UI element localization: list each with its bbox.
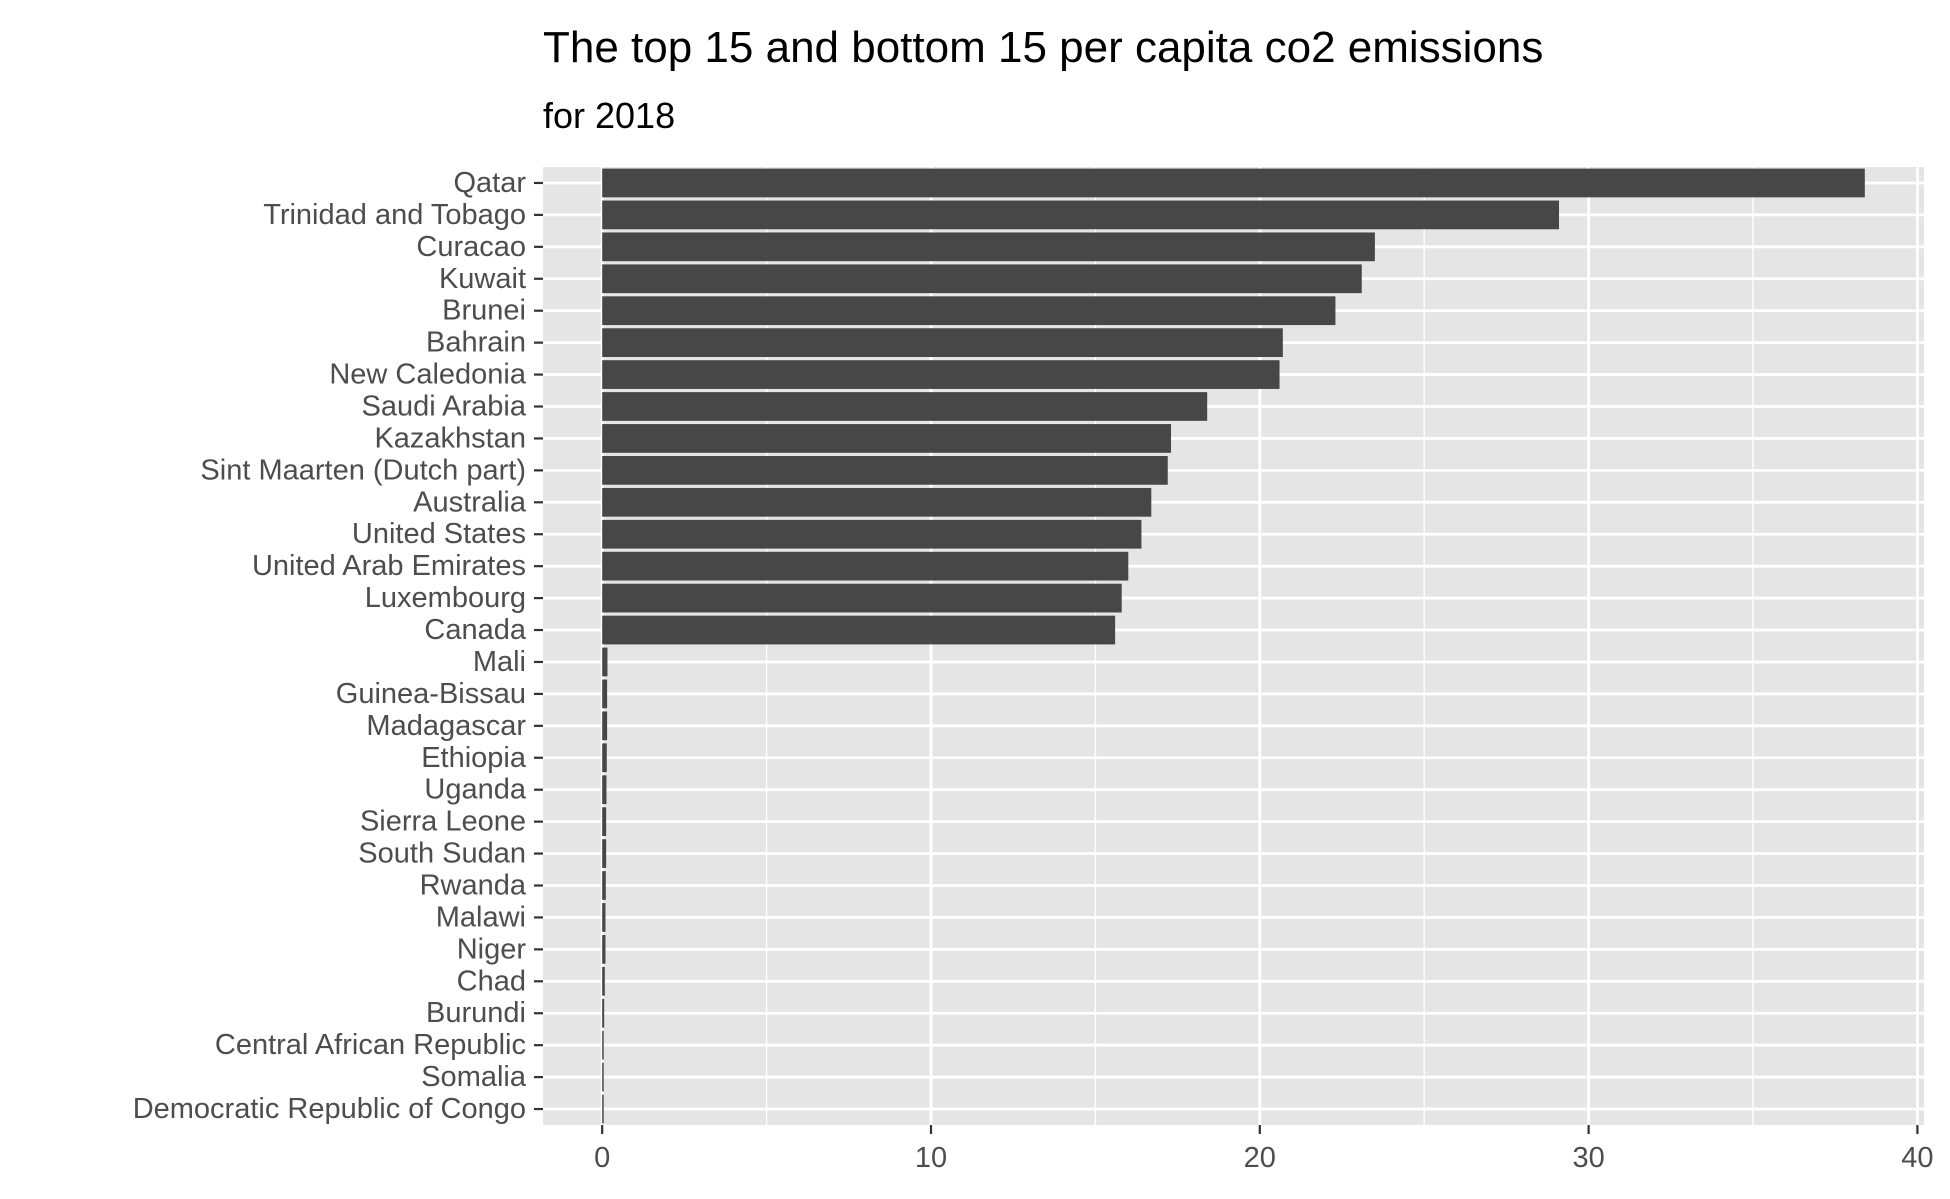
bar: [602, 519, 1142, 549]
bar: [602, 232, 1375, 262]
y-tick-label: Sierra Leone: [360, 806, 526, 838]
y-tick-label: Chad: [457, 965, 526, 997]
y-tick-label: Ethiopia: [421, 742, 527, 774]
bar: [602, 679, 608, 709]
bar: [602, 839, 607, 868]
bar: [602, 743, 607, 773]
bar: [602, 775, 607, 805]
y-tick-label: Australia: [413, 486, 527, 518]
y-tick-label: Central African Republic: [215, 1029, 526, 1061]
x-tick-label: 30: [1572, 1142, 1604, 1174]
bar: [602, 392, 1208, 421]
bar: [602, 328, 1283, 358]
y-tick-label: Curacao: [416, 231, 526, 263]
bar: [602, 296, 1336, 326]
x-axis: 0 10 20 30 40: [594, 1125, 1934, 1174]
y-tick-label: Mali: [473, 646, 526, 678]
y-tick-label: Kazakhstan: [374, 422, 526, 454]
y-tick-label: Sint Maarten (Dutch part): [200, 454, 526, 486]
x-tick-label: 40: [1901, 1142, 1933, 1174]
bar: [602, 487, 1152, 517]
chart-title: The top 15 and bottom 15 per capita co2 …: [543, 23, 1543, 72]
y-tick-label: United States: [352, 518, 526, 550]
y-tick-label: Democratic Republic of Congo: [133, 1093, 526, 1125]
bar: [602, 711, 608, 741]
y-tick-label: Madagascar: [366, 710, 526, 742]
y-tick-label: Luxembourg: [365, 582, 526, 614]
bar: [602, 998, 605, 1028]
y-tick-label: South Sudan: [358, 838, 526, 870]
y-tick-label: Uganda: [424, 774, 526, 806]
bar: [602, 424, 1172, 453]
y-tick-label: Kuwait: [439, 263, 526, 295]
bars: [602, 168, 1865, 1124]
x-tick-label: 0: [594, 1142, 610, 1174]
bar: [602, 1094, 604, 1124]
bar: [602, 903, 606, 932]
bar: [602, 264, 1362, 294]
bar: [602, 455, 1168, 485]
chart-subtitle: for 2018: [543, 95, 675, 136]
y-tick-label: Somalia: [421, 1061, 527, 1093]
y-tick-label: Brunei: [442, 295, 526, 327]
y-tick-label: Niger: [457, 933, 527, 965]
bar: [602, 1062, 604, 1092]
y-tick-label: United Arab Emirates: [252, 550, 526, 582]
y-tick-label: Qatar: [453, 167, 526, 199]
y-tick-label: Malawi: [436, 901, 526, 933]
bar: [602, 583, 1122, 613]
y-tick-label: Burundi: [426, 997, 526, 1029]
x-tick-label: 20: [1244, 1142, 1276, 1174]
x-tick-label: 10: [915, 1142, 947, 1174]
bar: [602, 647, 608, 677]
bar: [602, 551, 1129, 581]
bar: [602, 934, 606, 964]
bar: [602, 360, 1280, 389]
y-tick-label: Saudi Arabia: [362, 391, 527, 423]
bar: [602, 200, 1560, 230]
bar: [602, 1030, 604, 1060]
bar: [602, 871, 606, 900]
y-tick-label: Guinea-Bissau: [336, 678, 526, 710]
plot-panel: [543, 167, 1924, 1125]
bar: [602, 168, 1865, 198]
bar: [602, 615, 1116, 645]
y-tick-label: Trinidad and Tobago: [263, 199, 526, 231]
bar: [602, 966, 605, 996]
y-tick-label: Canada: [424, 614, 526, 646]
y-tick-label: Rwanda: [420, 870, 527, 902]
y-tick-label: New Caledonia: [329, 359, 527, 391]
y-tick-label: Bahrain: [426, 327, 526, 359]
bar: [602, 807, 607, 837]
